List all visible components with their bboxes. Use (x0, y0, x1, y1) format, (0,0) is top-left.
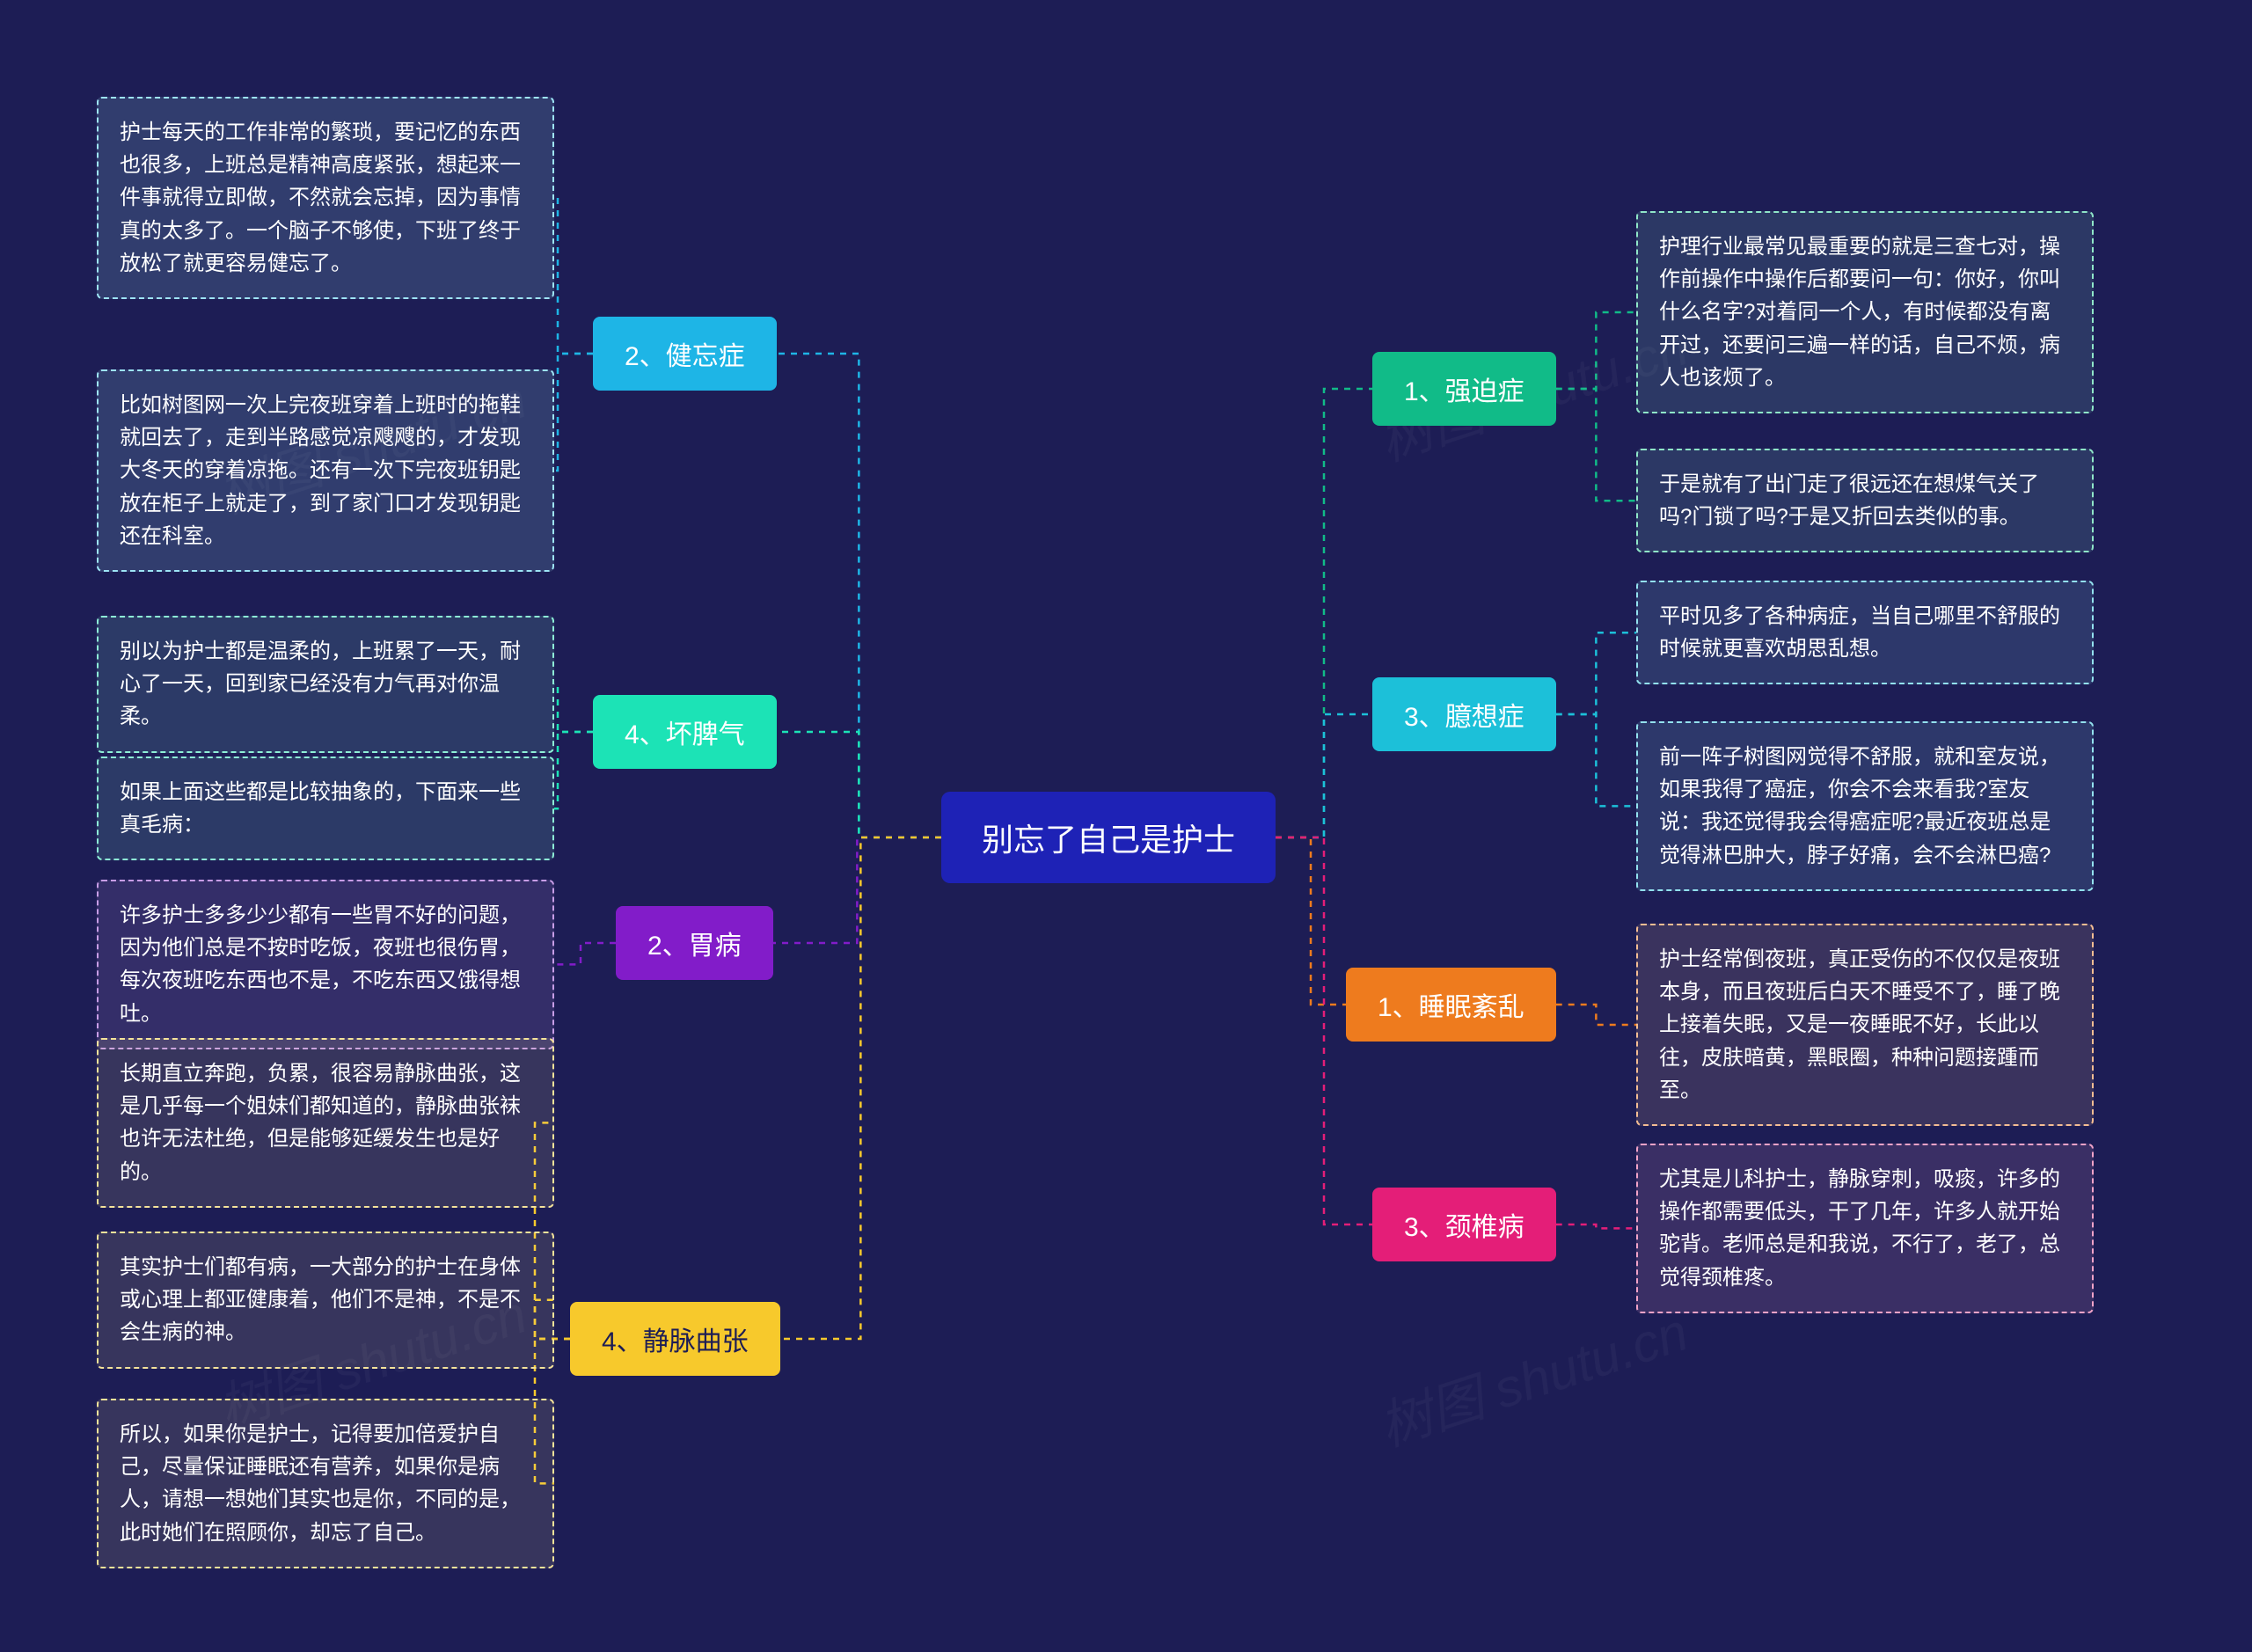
leaf-node: 长期直立奔跑，负累，很容易静脉曲张，这是几乎每一个姐妹们都知道的，静脉曲张袜也许… (97, 1038, 554, 1208)
branch-node: 2、健忘症 (593, 317, 777, 391)
leaf-node: 平时见多了各种病症，当自己哪里不舒服的时候就更喜欢胡思乱想。 (1636, 581, 2094, 684)
leaf-node: 所以，如果你是护士，记得要加倍爱护自己，尽量保证睡眠还有营养，如果你是病人，请想… (97, 1399, 554, 1568)
leaf-node: 尤其是儿科护士，静脉穿刺，吸痰，许多的操作都需要低头，干了几年，许多人就开始驼背… (1636, 1144, 2094, 1313)
leaf-node: 如果上面这些都是比较抽象的，下面来一些真毛病： (97, 757, 554, 860)
leaf-node: 比如树图网一次上完夜班穿着上班时的拖鞋就回去了，走到半路感觉凉飕飕的，才发现大冬… (97, 369, 554, 572)
watermark: 树图 shutu.cn (1368, 1290, 1696, 1461)
leaf-node: 护士经常倒夜班，真正受伤的不仅仅是夜班本身，而且夜班后白天不睡受不了，睡了晚上接… (1636, 924, 2094, 1126)
leaf-node: 别以为护士都是温柔的，上班累了一天，耐心了一天，回到家已经没有力气再对你温柔。 (97, 616, 554, 753)
leaf-node: 其实护士们都有病，一大部分的护士在身体或心理上都亚健康着，他们不是神，不是不会生… (97, 1232, 554, 1369)
center-node: 别忘了自己是护士 (941, 792, 1276, 883)
branch-node: 3、臆想症 (1372, 677, 1556, 751)
branch-node: 4、静脉曲张 (570, 1302, 780, 1376)
leaf-node: 护理行业最常见最重要的就是三查七对，操作前操作中操作后都要问一句：你好，你叫什么… (1636, 211, 2094, 413)
branch-node: 1、强迫症 (1372, 352, 1556, 426)
branch-node: 4、坏脾气 (593, 695, 777, 769)
leaf-node: 护士每天的工作非常的繁琐，要记忆的东西也很多，上班总是精神高度紧张，想起来一件事… (97, 97, 554, 299)
branch-node: 3、颈椎病 (1372, 1188, 1556, 1261)
branch-node: 1、睡眠紊乱 (1346, 968, 1556, 1042)
leaf-node: 于是就有了出门走了很远还在想煤气关了吗?门锁了吗?于是又折回去类似的事。 (1636, 449, 2094, 552)
leaf-node: 许多护士多多少少都有一些胃不好的问题，因为他们总是不按时吃饭，夜班也很伤胃，每次… (97, 880, 554, 1049)
leaf-node: 前一阵子树图网觉得不舒服，就和室友说，如果我得了癌症，你会不会来看我?室友说：我… (1636, 721, 2094, 891)
branch-node: 2、胃病 (616, 906, 773, 980)
